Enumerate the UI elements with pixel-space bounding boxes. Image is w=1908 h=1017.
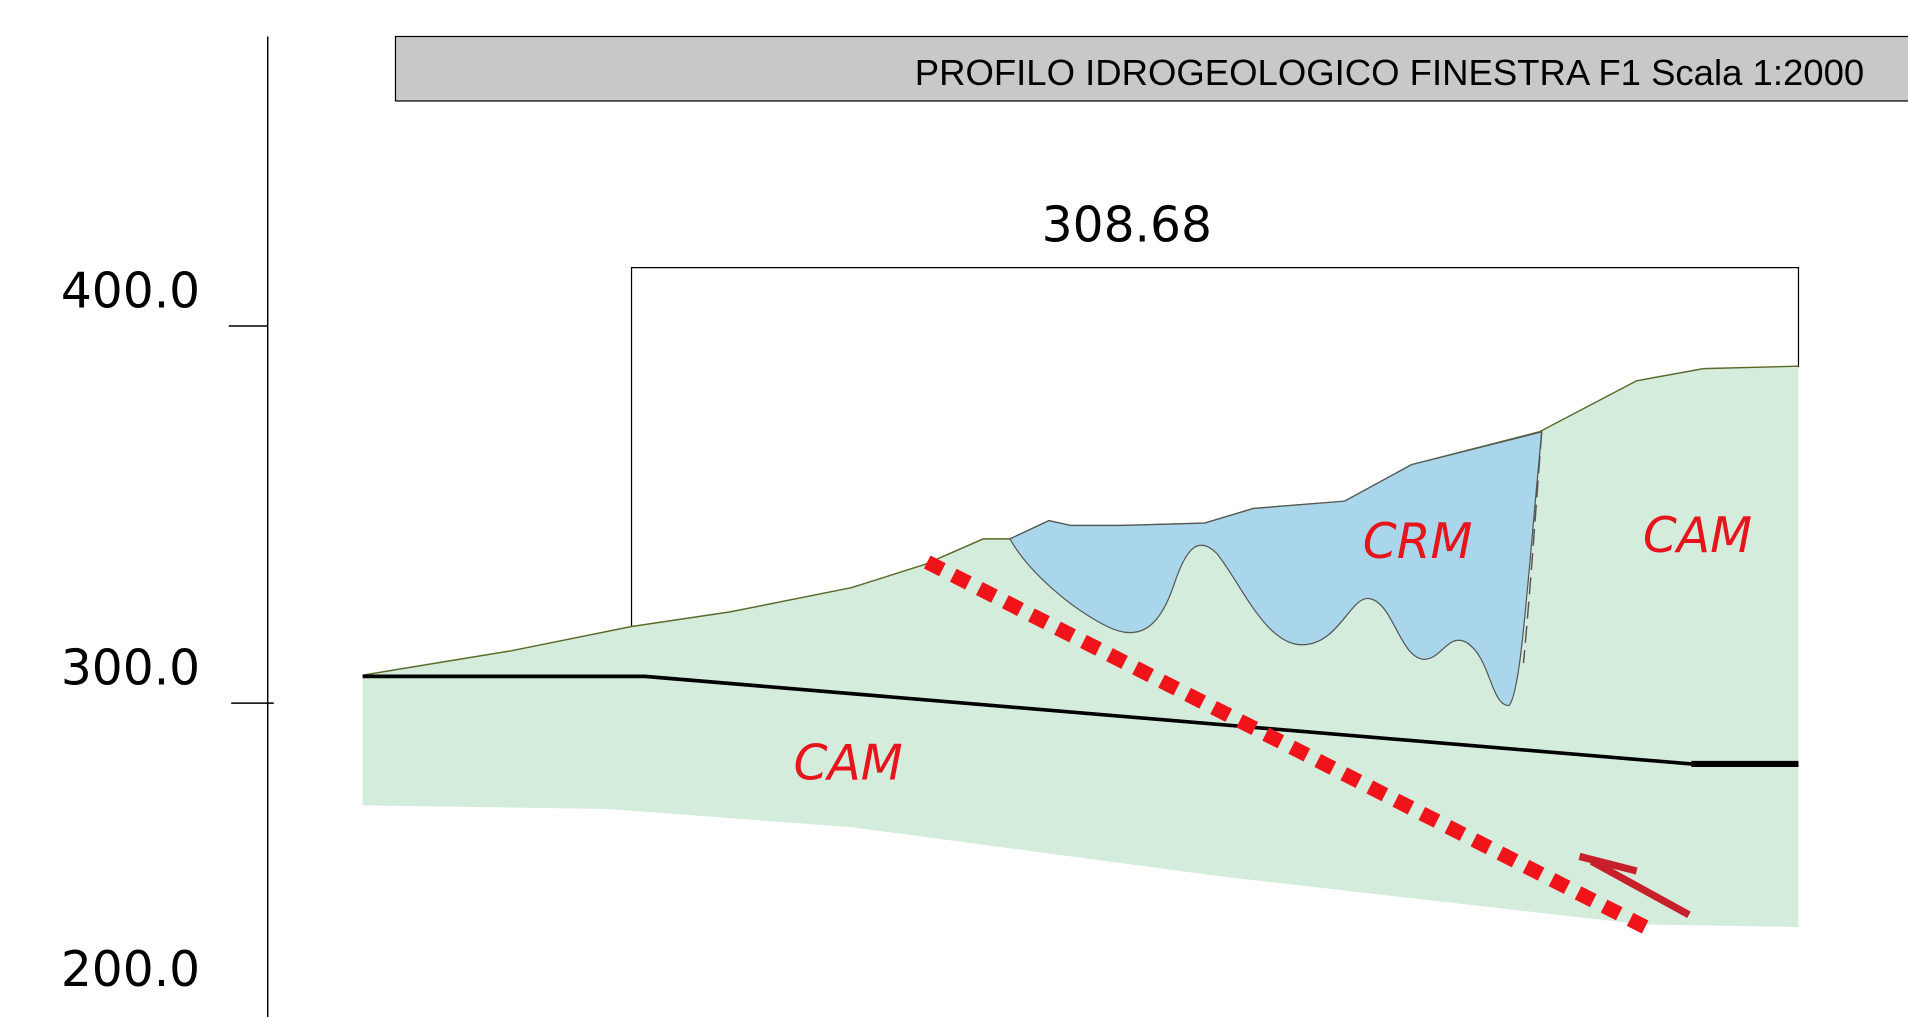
dimension-label: 308.68 — [1042, 198, 1212, 254]
title: PROFILO IDROGEOLOGICO FINESTRA F1 Scala … — [915, 52, 1864, 93]
unit-label: CAM — [794, 735, 903, 791]
elevation-label: 200.0 — [61, 942, 200, 998]
profile-diagram: 400.0 300.0 200.0 PROFILO IDROGEOLOGICO … — [0, 0, 1908, 1017]
unit-label: CAM — [1643, 508, 1752, 564]
elevation-label: 400.0 — [61, 263, 200, 319]
elevation-label: 300.0 — [61, 641, 200, 697]
unit-label: CRM — [1363, 514, 1473, 570]
